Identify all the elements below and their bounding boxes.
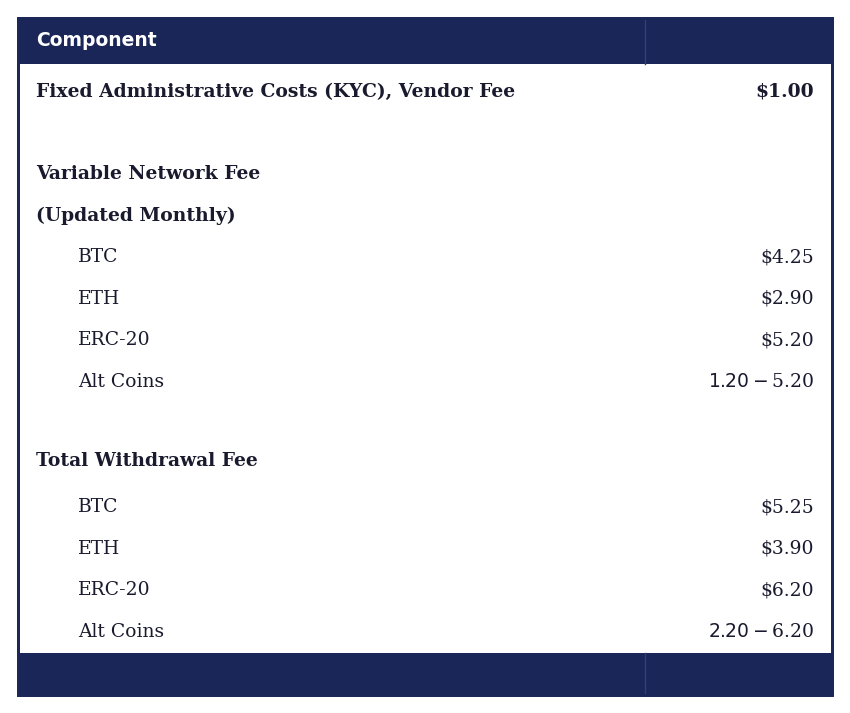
Text: $1.20-$5.20: $1.20-$5.20 — [708, 373, 814, 391]
Text: BTC: BTC — [78, 498, 118, 516]
Text: $2.90: $2.90 — [761, 289, 814, 308]
Bar — [18, 18, 832, 64]
Text: Fixed Administrative Costs (KYC), Vendor Fee: Fixed Administrative Costs (KYC), Vendor… — [36, 83, 515, 101]
Text: ERC-20: ERC-20 — [78, 582, 150, 600]
Text: $3.90: $3.90 — [761, 540, 814, 558]
Text: ERC-20: ERC-20 — [78, 332, 150, 349]
Text: $4.25: $4.25 — [760, 248, 814, 266]
Text: Alt Coins: Alt Coins — [78, 623, 164, 641]
Text: (Updated Monthly): (Updated Monthly) — [36, 206, 235, 225]
Text: $5.25: $5.25 — [760, 498, 814, 516]
Text: $2.20-$6.20: $2.20-$6.20 — [708, 623, 814, 641]
Text: $1.00: $1.00 — [756, 83, 814, 101]
Text: Total Withdrawal Fee: Total Withdrawal Fee — [36, 452, 258, 471]
Text: $5.20: $5.20 — [760, 332, 814, 349]
Text: Alt Coins: Alt Coins — [78, 373, 164, 391]
Text: ETH: ETH — [78, 540, 120, 558]
Text: $6.20: $6.20 — [761, 582, 814, 600]
Bar — [18, 653, 832, 695]
Text: ETH: ETH — [78, 289, 120, 308]
Text: Component: Component — [36, 31, 156, 51]
Text: Variable Network Fee: Variable Network Fee — [36, 165, 260, 183]
Text: BTC: BTC — [78, 248, 118, 266]
